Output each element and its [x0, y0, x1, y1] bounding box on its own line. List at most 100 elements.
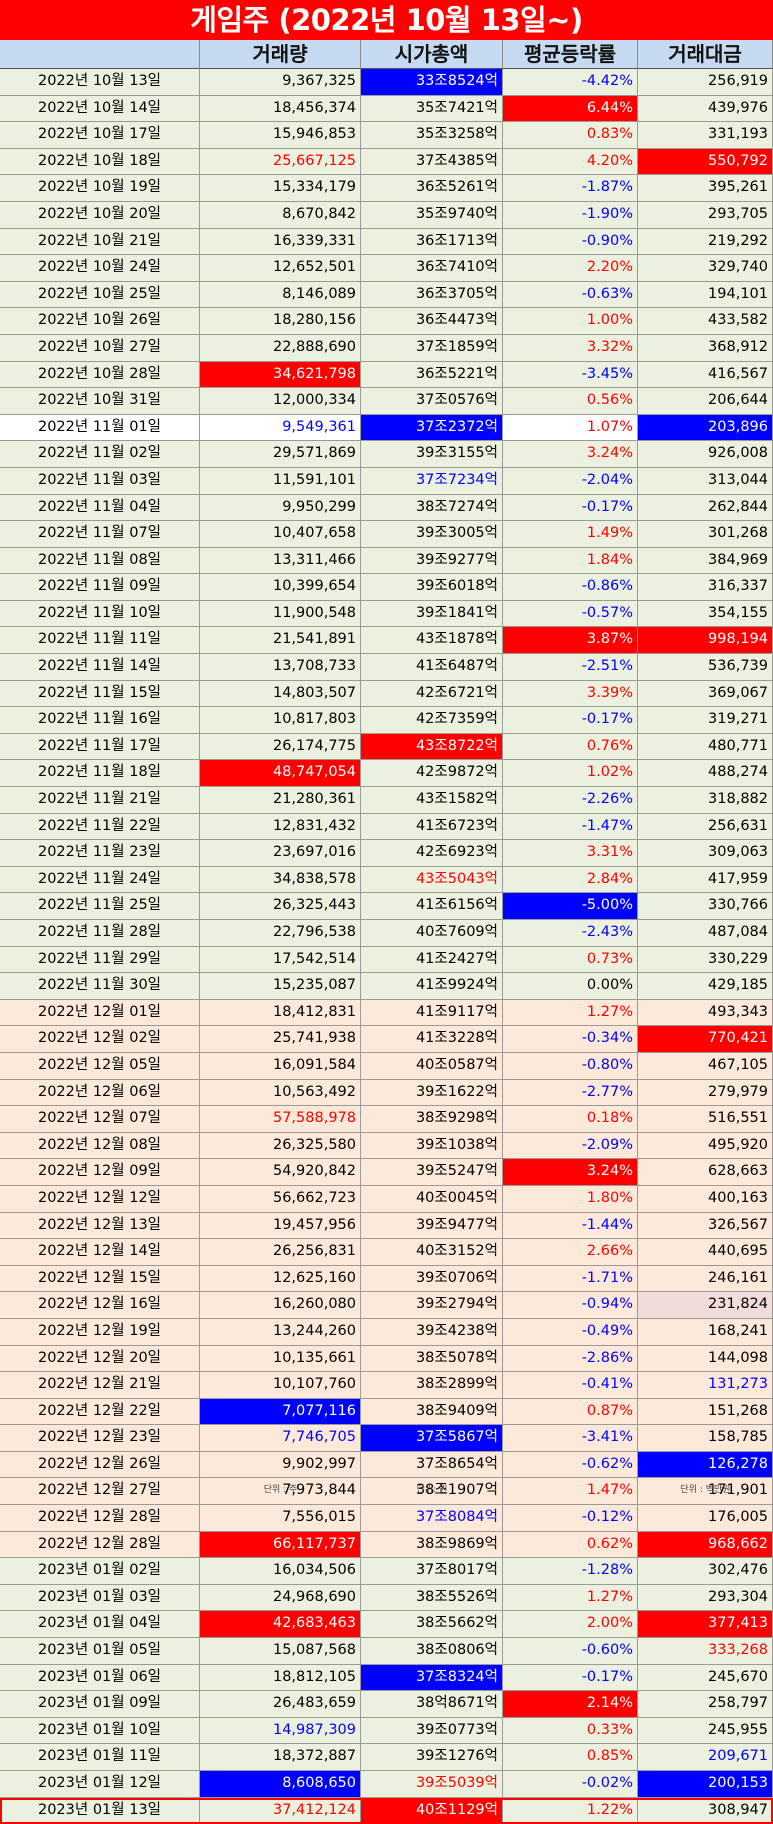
date-cell: 2022년 11월 30일	[0, 973, 200, 999]
table-row: 2022년 11월 22일 12,831,432 41조6723억 -1.47% 256…	[0, 813, 773, 841]
date-cell: 2022년 10월 14일	[0, 95, 200, 122]
market-cap-cell: 38조0806억	[361, 1638, 503, 1664]
market-cap-cell: 38조9409억	[361, 1398, 503, 1425]
table-row: 2022년 11월 11일 21,541,891 43조1878억 3.87% 998,…	[0, 627, 773, 655]
avg-change-cell: 1.84%	[503, 547, 638, 574]
date-cell: 2022년 11월 23일	[0, 840, 200, 866]
table-row: 2022년 12월 09일 54,920,842 39조5247억 3.24% 628,…	[0, 1159, 773, 1186]
avg-change-cell: 1.00%	[503, 308, 638, 334]
market-cap-cell: 36조7410억	[361, 255, 503, 281]
market-cap-cell: 43조1878억	[361, 627, 503, 654]
table-row: 2022년 10월 28일 34,621,798 36조5221억 -3.45% 416…	[0, 361, 773, 389]
market-cap-cell: 37조8324억	[361, 1664, 503, 1691]
date-cell: 2022년 10월 26일	[0, 308, 200, 334]
trade-value-cell: 203,896	[638, 414, 773, 441]
table-row: 2022년 11월 21일 21,280,361 43조1582억 -2.26% 318…	[0, 787, 773, 814]
market-cap-cell: 36조1713억	[361, 228, 503, 255]
table-row: 2022년 11월 09일 10,399,654 39조6018억 -0.86% 316…	[0, 574, 773, 601]
volume-cell: 16,034,506	[200, 1558, 361, 1584]
date-cell: 2022년 10월 31일	[0, 388, 200, 414]
avg-change-cell: -0.41%	[503, 1372, 638, 1398]
avg-change-cell: 2.84%	[503, 866, 638, 893]
date-cell: 2022년 12월 06일	[0, 1079, 200, 1106]
table-row: 2022년 12월 16일 16,260,080 39조2794억 -0.94% 231…	[0, 1292, 773, 1319]
market-cap-cell: 39조1038억	[361, 1132, 503, 1159]
avg-change-cell: -1.87%	[503, 175, 638, 201]
market-cap-cell: 39조1841억	[361, 600, 503, 627]
table-header: 거래량 시가총액 평균등락률 거래대금	[0, 40, 773, 69]
trade-value-cell: 369,067	[638, 680, 773, 707]
table-row: 2022년 12월 19일 13,244,260 39조4238억 -0.49% 168…	[0, 1318, 773, 1346]
date-cell: 2022년 11월 14일	[0, 654, 200, 680]
date-cell: 2022년 12월 27일	[0, 1478, 200, 1505]
market-cap-cell: 39조1276억	[361, 1744, 503, 1770]
table-row: 2023년 01월 12일 8,608,650 39조5039억 -0.02% 200,…	[0, 1771, 773, 1798]
trade-value-cell: 331,193	[638, 122, 773, 148]
date-cell: 2022년 12월 22일	[0, 1398, 200, 1425]
avg-change-cell: -0.12%	[503, 1505, 638, 1531]
page-title: 게임주 (2022년 10월 13일~)	[0, 0, 773, 40]
trade-value-cell: 262,844	[638, 494, 773, 521]
volume-cell: 48,747,054	[200, 760, 361, 787]
trade-value-cell: 536,739	[638, 654, 773, 680]
market-cap-cell: 41조6487억	[361, 654, 503, 680]
volume-cell: 11,591,101	[200, 467, 361, 494]
table-row: 2022년 10월 27일 22,888,690 37조1859억 3.32% 368,…	[0, 334, 773, 362]
table-row: 2022년 11월 28일 22,796,538 40조7609억 -2.43% 487…	[0, 920, 773, 947]
trade-value-cell: 144,098	[638, 1345, 773, 1372]
avg-change-cell: -0.57%	[503, 600, 638, 627]
date-cell: 2022년 11월 17일	[0, 733, 200, 760]
volume-cell: 14,803,507	[200, 680, 361, 707]
volume-cell: 17,542,514	[200, 946, 361, 973]
market-cap-cell: 36조4473억	[361, 308, 503, 334]
market-cap-cell: 39조5247억	[361, 1159, 503, 1185]
date-cell: 2022년 10월 28일	[0, 361, 200, 388]
trade-value-cell: 258,797	[638, 1691, 773, 1717]
avg-change-cell: -0.60%	[503, 1638, 638, 1664]
avg-change-cell: 0.18%	[503, 1106, 638, 1132]
avg-change-cell: -1.90%	[503, 201, 638, 228]
trade-value-cell: 256,631	[638, 813, 773, 840]
volume-cell: 7,556,015	[200, 1505, 361, 1531]
volume-cell: 42,683,463	[200, 1611, 361, 1638]
table-row: 2022년 11월 16일 10,817,803 42조7359억 -0.17% 319…	[0, 707, 773, 734]
volume-cell: 66,117,737	[200, 1531, 361, 1558]
trade-value-cell: 487,084	[638, 920, 773, 946]
trade-value-cell: 400,163	[638, 1185, 773, 1212]
trade-value-cell: 333,268	[638, 1638, 773, 1664]
avg-change-cell: -0.49%	[503, 1318, 638, 1345]
date-cell: 2022년 11월 04일	[0, 494, 200, 521]
volume-cell: 9,950,299	[200, 494, 361, 521]
date-cell: 2022년 12월 07일	[0, 1106, 200, 1132]
market-cap-cell: 37조8017억	[361, 1558, 503, 1584]
date-cell: 2022년 12월 08일	[0, 1132, 200, 1159]
avg-change-cell: 0.85%	[503, 1744, 638, 1770]
volume-cell: 7,746,705	[200, 1425, 361, 1451]
volume-cell: 10,563,492	[200, 1079, 361, 1106]
trade-value-cell: 329,740	[638, 255, 773, 281]
trade-value-cell: 770,421	[638, 1026, 773, 1052]
volume-cell: 25,667,125	[200, 148, 361, 175]
table-row: 2022년 11월 02일 29,571,869 39조3155억 3.24% 926,…	[0, 441, 773, 468]
market-cap-cell: 41조9117억	[361, 999, 503, 1026]
date-cell: 2022년 11월 16일	[0, 707, 200, 733]
avg-change-cell: 2.00%	[503, 1611, 638, 1638]
date-cell: 2022년 12월 01일	[0, 999, 200, 1026]
date-cell: 2022년 11월 08일	[0, 547, 200, 574]
market-cap-cell: 40조0587억	[361, 1052, 503, 1079]
volume-cell: 13,311,466	[200, 547, 361, 574]
market-cap-cell: 38조5078억	[361, 1345, 503, 1372]
avg-change-cell: 2.14%	[503, 1691, 638, 1717]
header-volume: 거래량	[200, 40, 361, 69]
date-cell: 2022년 12월 19일	[0, 1318, 200, 1345]
volume-cell: 16,260,080	[200, 1292, 361, 1318]
volume-cell: 15,087,568	[200, 1638, 361, 1664]
table-row: 2022년 12월 21일 10,107,760 38조2899억 -0.41% 131…	[0, 1372, 773, 1399]
market-cap-cell: 36조5221억	[361, 361, 503, 388]
trade-value-cell: 293,304	[638, 1584, 773, 1611]
volume-cell: 11,900,548	[200, 600, 361, 627]
trade-value-cell: 926,008	[638, 441, 773, 467]
table-row: 2022년 11월 25일 26,325,443 41조6156억 -5.00% 330…	[0, 893, 773, 920]
date-cell: 2022년 11월 01일	[0, 414, 200, 441]
date-cell: 2022년 12월 02일	[0, 1026, 200, 1052]
